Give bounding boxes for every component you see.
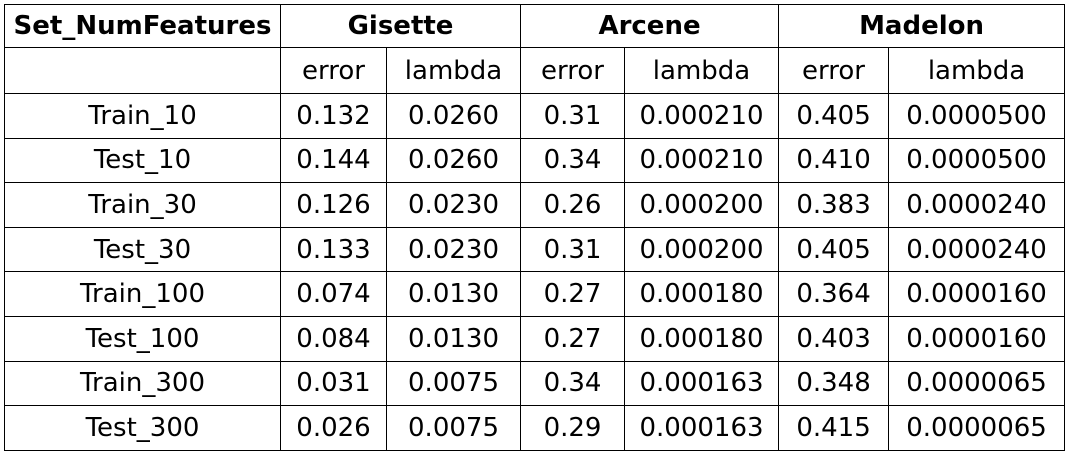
table-cell: 0.000180: [624, 271, 780, 317]
dataset-header-gisette: Gisette: [279, 4, 522, 48]
table-row: Test_100 0.084 0.0130 0.27 0.000180 0.403 0.00…: [4, 315, 1066, 362]
row-label: Train_30: [4, 182, 281, 228]
table-cell: 0.27: [520, 315, 626, 362]
table-cell: 0.405: [778, 93, 890, 139]
table-cell: 0.0000065: [888, 405, 1066, 451]
table-row: Test_300 0.026 0.0075 0.29 0.000163 0.415 0.00…: [4, 405, 1066, 451]
row-label: Train_10: [4, 93, 281, 139]
table-cell: 0.0260: [385, 137, 522, 184]
table-cell: 0.0230: [385, 226, 522, 273]
table-cell: 0.026: [280, 405, 387, 451]
table-cell: 0.000163: [624, 405, 780, 451]
table-cell: 0.000210: [624, 93, 780, 139]
results-table-container: Set_NumFeatures Gisette Arcene Madelon e…: [4, 4, 1066, 451]
empty-header-cell: [4, 47, 281, 94]
table-cell: 0.410: [778, 137, 890, 184]
table-cell: 0.29: [520, 405, 626, 451]
table-cell: 0.0000500: [888, 93, 1066, 139]
row-label: Train_300: [4, 360, 281, 407]
table-cell: 0.0130: [385, 271, 522, 317]
table-cell: 0.132: [280, 93, 387, 139]
row-label: Train_100: [4, 271, 281, 317]
table-cell: 0.000163: [624, 360, 780, 407]
table-cell: 0.27: [520, 271, 626, 317]
table-row: Train_10 0.132 0.0260 0.31 0.000210 0.405 0.00…: [4, 93, 1066, 139]
metric-header-cell: lambda: [624, 47, 780, 94]
table-cell: 0.0000160: [888, 271, 1066, 317]
row-label: Test_30: [4, 226, 281, 273]
table-cell: 0.0000065: [888, 360, 1066, 407]
table-cell: 0.000200: [624, 226, 780, 273]
table-cell: 0.405: [778, 226, 890, 273]
table-cell: 0.084: [280, 315, 387, 362]
table-body: Train_10 0.132 0.0260 0.31 0.000210 0.405 0.00…: [4, 93, 1066, 451]
table-cell: 0.133: [280, 226, 387, 273]
table-cell: 0.0075: [385, 405, 522, 451]
table-cell: 0.0000240: [888, 226, 1066, 273]
table-cell: 0.0000500: [888, 137, 1066, 184]
row-label: Test_10: [4, 137, 281, 184]
table-cell: 0.0000240: [888, 182, 1066, 228]
results-table: Set_NumFeatures Gisette Arcene Madelon e…: [4, 4, 1066, 451]
table-cell: 0.126: [280, 182, 387, 228]
table-cell: 0.000210: [624, 137, 780, 184]
table-cell: 0.383: [778, 182, 890, 228]
row-label: Test_300: [4, 405, 281, 451]
table-cell: 0.31: [520, 93, 626, 139]
table-row: Test_10 0.144 0.0260 0.34 0.000210 0.410 0.000…: [4, 137, 1066, 184]
table-cell: 0.0260: [385, 93, 522, 139]
table-cell: 0.34: [520, 360, 626, 407]
metric-header-cell: error: [280, 47, 387, 94]
table-cell: 0.403: [778, 315, 890, 362]
metric-header-row: error lambda error lambda error lambda: [4, 47, 1066, 94]
table-cell: 0.0130: [385, 315, 522, 362]
table-cell: 0.144: [280, 137, 387, 184]
table-cell: 0.415: [778, 405, 890, 451]
corner-header: Set_NumFeatures: [4, 4, 281, 48]
table-row: Train_100 0.074 0.0130 0.27 0.000180 0.364 0.0…: [4, 271, 1066, 317]
table-row: Train_30 0.126 0.0230 0.26 0.000200 0.383 0.00…: [4, 182, 1066, 228]
table-cell: 0.000180: [624, 315, 780, 362]
row-label: Test_100: [4, 315, 281, 362]
table-row: Test_30 0.133 0.0230 0.31 0.000200 0.405 0.000…: [4, 226, 1066, 273]
dataset-header-row: Set_NumFeatures Gisette Arcene Madelon: [4, 4, 1066, 48]
table-cell: 0.074: [280, 271, 387, 317]
metric-header-cell: lambda: [888, 47, 1066, 94]
table-cell: 0.0230: [385, 182, 522, 228]
table-cell: 0.364: [778, 271, 890, 317]
dataset-header-arcene: Arcene: [520, 4, 780, 48]
metric-header-cell: error: [778, 47, 890, 94]
metric-header-cell: lambda: [385, 47, 522, 94]
table-cell: 0.34: [520, 137, 626, 184]
table-cell: 0.0000160: [888, 315, 1066, 362]
table-cell: 0.26: [520, 182, 626, 228]
table-cell: 0.0075: [385, 360, 522, 407]
table-cell: 0.031: [280, 360, 387, 407]
dataset-header-madelon: Madelon: [778, 4, 1066, 48]
table-row: Train_300 0.031 0.0075 0.34 0.000163 0.348 0.0…: [4, 360, 1066, 407]
metric-header-cell: error: [520, 47, 626, 94]
table-cell: 0.000200: [624, 182, 780, 228]
table-cell: 0.31: [520, 226, 626, 273]
table-cell: 0.348: [778, 360, 890, 407]
